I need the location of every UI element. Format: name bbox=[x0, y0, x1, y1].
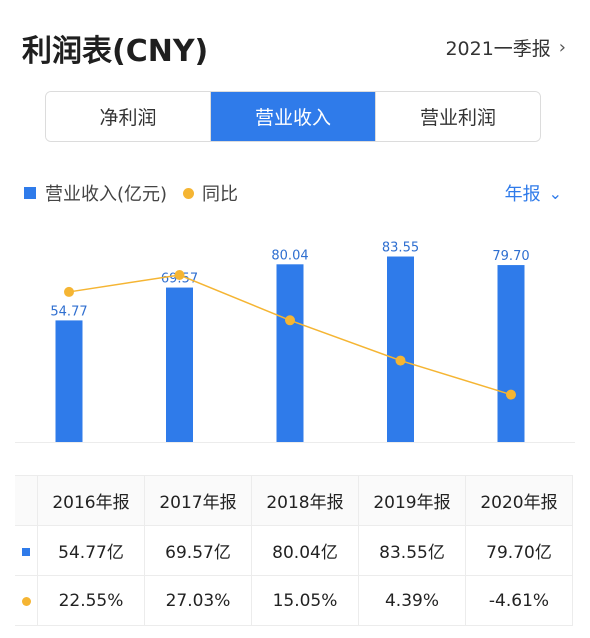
table-header-row: 2016年报 2017年报 2018年报 2019年报 2020年报 bbox=[15, 475, 573, 526]
bar-legend-label: 营业收入(亿元) bbox=[45, 184, 168, 205]
line-legend-marker bbox=[183, 187, 195, 199]
revenue-cell: 69.57亿 bbox=[144, 525, 252, 576]
table-header-cell: 2016年报 bbox=[37, 475, 145, 526]
yoy-point bbox=[174, 270, 185, 280]
table-header-cell: 2018年报 bbox=[251, 475, 359, 526]
dot-icon bbox=[21, 596, 31, 606]
bar-value-label: 80.04 bbox=[271, 248, 308, 263]
bar bbox=[166, 287, 193, 442]
report-type-label: 年报 bbox=[504, 184, 541, 205]
chevron-down-icon: ⌄ bbox=[548, 183, 562, 203]
period-label: 2021一季报 bbox=[445, 38, 551, 60]
tab-operating-profit[interactable]: 营业利润 bbox=[375, 92, 540, 141]
yoy-point bbox=[64, 286, 74, 297]
bar-value-label: 83.55 bbox=[382, 241, 419, 256]
chart-legend: 营业收入(亿元) 同比 bbox=[24, 180, 238, 206]
bar-value-label: 79.70 bbox=[492, 249, 529, 264]
yoy-point bbox=[285, 315, 295, 326]
table-row-yoy: 22.55% 27.03% 15.05% 4.39% -4.61% bbox=[15, 575, 573, 626]
page-title: 利润表(CNY) bbox=[22, 34, 209, 69]
tab-net-profit[interactable]: 净利润 bbox=[46, 92, 210, 141]
report-type-dropdown[interactable]: 年报 ⌄ bbox=[505, 180, 562, 206]
table-header-cell: 2017年报 bbox=[144, 475, 252, 526]
yoy-cell: 22.55% bbox=[37, 575, 145, 626]
revenue-cell: 80.04亿 bbox=[251, 525, 359, 576]
yoy-row-marker bbox=[15, 575, 38, 626]
line-legend-label: 同比 bbox=[202, 184, 239, 205]
yoy-point bbox=[506, 389, 516, 400]
bar bbox=[276, 264, 304, 442]
table-row-revenue: 54.77亿 69.57亿 80.04亿 83.55亿 79.70亿 bbox=[15, 525, 573, 576]
yoy-cell: 15.05% bbox=[251, 575, 359, 626]
period-selector[interactable]: 2021一季报 › bbox=[445, 34, 566, 61]
yoy-point bbox=[395, 355, 406, 366]
revenue-cell: 79.70亿 bbox=[465, 525, 573, 576]
table-header-cell: 2019年报 bbox=[358, 475, 466, 526]
tab-revenue[interactable]: 营业收入 bbox=[210, 92, 375, 141]
bar bbox=[387, 256, 414, 442]
bar-value-label: 54.77 bbox=[50, 304, 87, 319]
revenue-cell: 83.55亿 bbox=[358, 525, 466, 576]
yoy-cell: 4.39% bbox=[358, 575, 466, 626]
bar bbox=[497, 265, 525, 442]
yoy-cell: 27.03% bbox=[144, 575, 252, 626]
yoy-cell: -4.61% bbox=[465, 575, 573, 626]
table-corner-cell bbox=[15, 475, 38, 526]
revenue-row-marker bbox=[15, 525, 38, 576]
table-header-cell: 2020年报 bbox=[465, 475, 573, 526]
chevron-right-icon: › bbox=[558, 37, 566, 58]
revenue-cell: 54.77亿 bbox=[37, 525, 145, 576]
statement-tabs: 净利润 营业收入 营业利润 bbox=[45, 91, 541, 142]
bar-legend-marker bbox=[24, 187, 36, 199]
bar bbox=[55, 320, 83, 442]
data-table: 2016年报 2017年报 2018年报 2019年报 2020年报 54.77… bbox=[15, 475, 573, 626]
square-icon bbox=[22, 547, 30, 556]
